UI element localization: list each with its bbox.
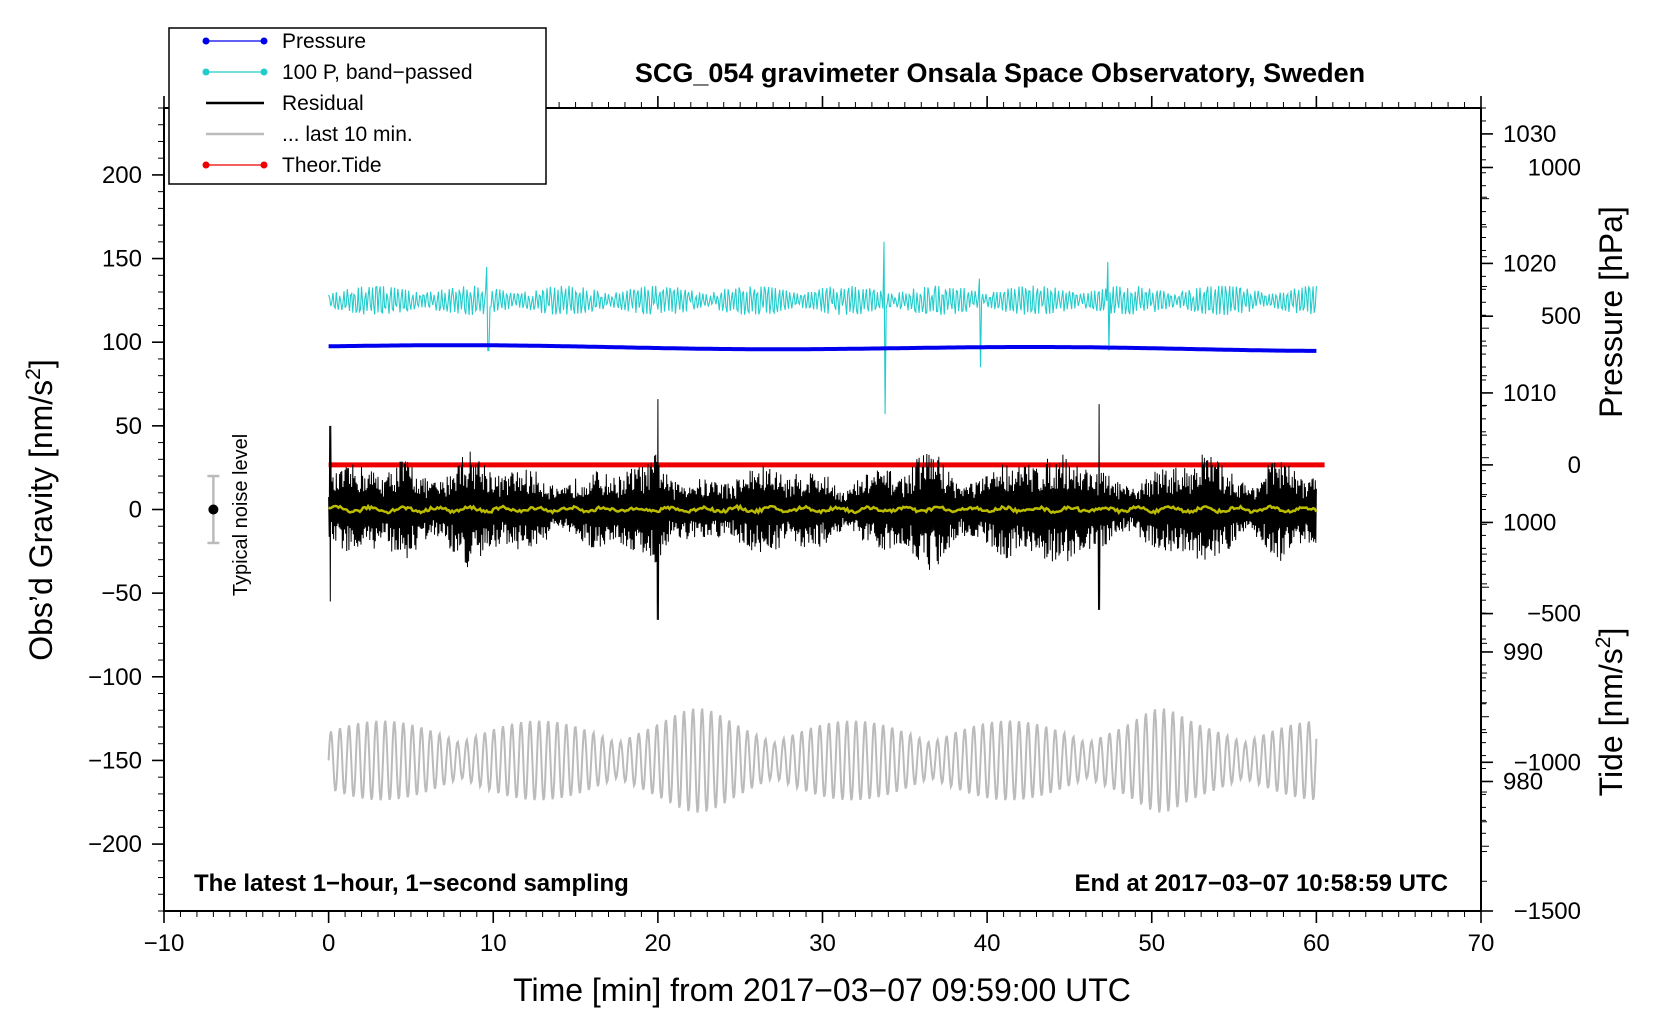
series-pressure [328,343,1317,353]
noise-level-marker: Typical noise level [207,434,252,596]
series-residual [328,399,1317,620]
y-tick-label: 100 [102,329,142,356]
y-tick-label: −100 [88,664,142,691]
y-tick-label: −150 [88,747,142,774]
y-tick-label: 200 [102,162,142,189]
y-axis-ticks [152,107,164,912]
pressure-tick-label: 1020 [1503,250,1556,277]
legend-marker [202,68,210,76]
legend-marker [202,161,210,169]
x-tick-label: 20 [645,930,672,957]
x-axis-tick-labels: −10 0 10 20 30 40 50 60 70 [144,930,1495,957]
legend-marker [260,68,268,76]
series-layer [327,241,1325,813]
pressure-tick-label: 1030 [1503,121,1556,148]
noise-level-label: Typical noise level [230,434,252,596]
x-tick-label: 70 [1468,930,1495,957]
legend-label: Residual [282,92,364,115]
x-tick-label: 0 [322,930,335,957]
pressure-axis-ticks [1481,107,1493,847]
chart-title: SCG_054 gravimeter Onsala Space Observat… [635,58,1365,88]
noise-level-dot [208,504,219,515]
series-100p-band-passed [328,241,1317,415]
pressure-tick-label: 980 [1503,768,1543,795]
annotation-end-time: End at 2017−03−07 10:58:59 UTC [1074,870,1448,897]
tide-tick-label: −1000 [1514,749,1581,776]
x-axis-label: Time [min] from 2017−03−07 09:59:00 UTC [513,972,1131,1008]
legend: Pressure 100 P, band−passed Residual ... la… [168,27,547,185]
tide-tick-label: 500 [1541,303,1581,330]
y-axis-tick-labels: 200 150 100 50 0 −50 −100 −150 −200 [88,162,142,858]
tide-tick-label: −1500 [1514,898,1581,925]
x-tick-label: 30 [809,930,836,957]
x-tick-label: 60 [1303,930,1330,957]
tide-tick-label: 1000 [1528,154,1581,181]
x-tick-label: 40 [974,930,1001,957]
series-last-10-min [327,708,1318,813]
y-axis-label-gravity: Obs’d Gravity [nm/s2] [22,359,59,661]
y-axis-label-pressure: Pressure [hPa] [1593,206,1629,418]
x-tick-label: −10 [144,930,185,957]
pressure-tick-label: 990 [1503,639,1543,666]
annotation-sampling: The latest 1−hour, 1−second sampling [194,870,629,897]
tide-tick-label: 0 [1568,452,1581,479]
legend-label: Pressure [282,30,366,53]
pressure-tick-label: 1000 [1503,509,1556,536]
y-tick-label: 150 [102,246,142,273]
y-tick-label: −50 [101,580,142,607]
y-tick-label: 0 [129,497,142,524]
legend-marker [260,37,268,45]
y-tick-label: −200 [88,831,142,858]
series-residual-smoothed [328,503,1318,516]
tide-axis-ticks [1481,166,1493,912]
y-tick-label: 50 [115,413,142,440]
legend-box [168,27,547,185]
pressure-tick-label: 1010 [1503,380,1556,407]
legend-label: ... last 10 min. [282,123,413,146]
legend-label: Theor.Tide [282,154,382,177]
legend-label: 100 P, band−passed [282,61,473,84]
tide-tick-label: −500 [1527,601,1581,628]
x-tick-label: 50 [1138,930,1165,957]
tide-axis-tick-labels: 1000 500 0 −500 −1000 −1500 [1514,154,1581,925]
legend-marker [202,37,210,45]
pressure-axis-tick-labels: 1030 1020 1010 1000 990 980 [1503,121,1556,796]
legend-marker [260,161,268,169]
x-tick-label: 10 [480,930,507,957]
y-axis-label-tide: Tide [nm/s2] [1592,628,1629,797]
